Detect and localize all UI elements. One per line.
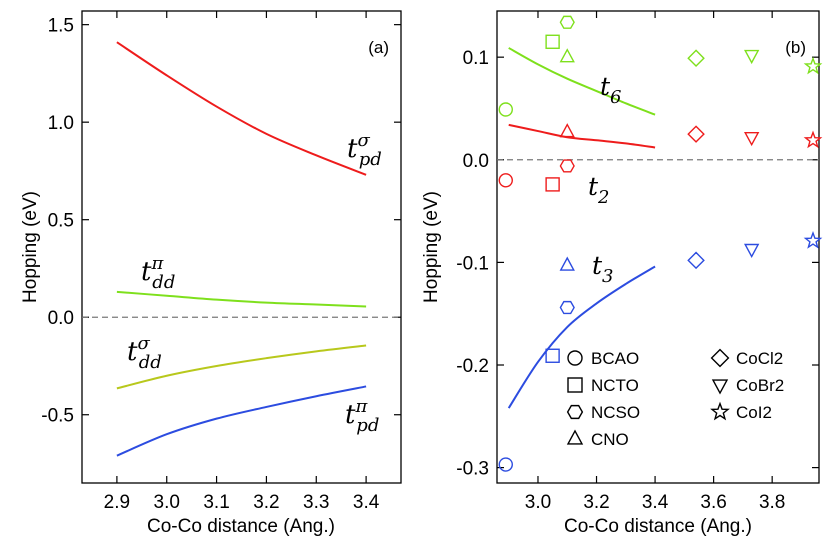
curve-label-t_pd^pi: tπ pd [345,396,379,436]
y-tick-label: 0.0 [48,308,74,329]
panel-b-legend: BCAO NCTO NCSO CNO CoCl2 CoBr2 CoI2 [566,348,784,449]
point-CoCl2-t6 [687,49,705,67]
legend-marker-CoI2 [710,401,730,421]
panel-a-curves [116,41,367,457]
y-tick-label: 1.0 [48,113,74,134]
panel-a-xlabel: Co-Co distance (Ang.) [147,516,335,537]
panel-b-points [498,15,823,472]
legend-marker-BCAO [567,350,583,366]
legend-label-NCSO: NCSO [591,403,640,422]
panel-a: 2.9 3.0 3.1 3.2 3.3 3.4-0.50.00.51.01.5 tσ pdt… [20,10,402,537]
point-CoI2-t3 [803,231,823,249]
y-tick-label: 0.1 [463,48,489,69]
panel-a-curve-labels: tσ pd tπ dd tσ dd tπ pd [127,130,382,436]
x-tick-label: 3.2 [253,492,279,513]
point-NCTO-t2 [545,177,560,192]
curve-label-t_3: t3 [592,251,614,287]
y-tick-label: 0.5 [48,211,74,232]
point-CoCl2-t2 [687,125,705,143]
curve-label-t_dd^pi: tπ dd [141,253,175,293]
panel-b: 3.0 3.2 3.4 3.6 3.8 -0.3 -0.2 -0.1 0.0 0.1 t6 t2 t3… [421,10,823,537]
legend-label-BCAO: BCAO [591,349,639,368]
point-CoI2-t2 [803,130,823,149]
y-tick-label: -0.1 [456,253,489,274]
curve-label-t_2: t2 [588,172,610,208]
point-BCAO-t3 [498,457,513,472]
y-tick-label: 1.5 [48,16,74,37]
point-NCSO-t6 [559,15,575,29]
y-tick-label: -0.5 [41,406,74,427]
panel-b-ticks: 3.0 3.2 3.4 3.6 3.8 -0.3 -0.2 -0.1 0.0 0.1 [456,11,819,513]
legend-marker-NCTO [567,377,583,393]
point-NCTO-t3 [545,348,560,363]
legend-marker-CoCl2 [710,348,730,368]
point-CNO-t3 [559,256,575,271]
panel-a-ticks: 2.9 3.0 3.1 3.2 3.3 3.4 -0.5 0.0 0.5 1.0 1.5 [41,11,401,513]
panel-a-label: (a) [368,38,389,57]
panel-a-ylabel: Hopping (eV) [20,191,41,303]
legend-label-CoCl2: CoCl2 [736,349,783,368]
point-CoBr2-t2 [743,131,760,147]
series-line-t_pd^sigma [116,41,367,176]
legend-label-CoI2: CoI2 [736,403,772,422]
series-line-t_dd^pi [116,290,367,308]
legend-marker-NCSO [566,404,584,420]
panel-b-curves [507,47,656,409]
curve-label-t_dd^sigma: tσ dd [127,333,162,373]
point-NCSO-t3 [559,300,575,315]
panel-b-ylabel: Hopping (eV) [421,191,442,303]
panel-b-label: (b) [785,38,806,57]
x-tick-label: 3.0 [525,492,551,513]
x-tick-label: 3.6 [700,492,726,513]
series-line-t_2 [508,123,656,149]
point-NCTO-t6 [545,34,560,49]
series-line-t_6 [508,47,656,116]
x-tick-label: 2.9 [104,492,130,513]
series-line-t_dd^sigma [116,344,367,390]
legend-label-CNO: CNO [591,430,629,449]
x-tick-label: 3.3 [303,492,329,513]
legend-label-CoBr2: CoBr2 [736,376,784,395]
point-CoBr2-t6 [743,49,760,65]
point-CNO-t2 [559,123,575,138]
panel-a-frame [81,10,402,484]
curve-label-t_pd^sigma: tσ pd [347,130,382,170]
y-tick-label: 0.0 [463,151,489,172]
x-tick-label: 3.4 [353,492,380,513]
point-CNO-t6 [559,48,575,63]
curve-label-t_6: t6 [600,72,622,108]
x-tick-label: 3.8 [759,492,785,513]
x-tick-label: 3.2 [583,492,609,513]
legend-marker-CoBr2 [711,379,729,395]
x-tick-label: 3.4 [642,492,669,513]
series-line-t_pd^pi [116,385,367,457]
series-line-t_3 [507,265,656,409]
point-BCAO-t6 [498,102,513,117]
point-CoI2-t6 [803,56,823,75]
panel-b-xlabel: Co-Co distance (Ang.) [564,516,752,537]
y-tick-label: -0.2 [456,356,489,377]
x-tick-label: 3.0 [154,492,180,513]
panel-b-curve-labels: t6 t2 t3 [588,72,622,287]
point-CoCl2-t3 [687,251,705,270]
x-tick-label: 3.1 [203,492,229,513]
panel-b-frame [496,10,820,484]
legend-label-NCTO: NCTO [591,376,639,395]
y-tick-label: -0.3 [456,459,489,480]
point-NCSO-t2 [559,159,575,173]
legend-marker-CNO [566,429,584,445]
point-BCAO-t2 [498,173,513,188]
point-CoBr2-t3 [743,243,760,259]
